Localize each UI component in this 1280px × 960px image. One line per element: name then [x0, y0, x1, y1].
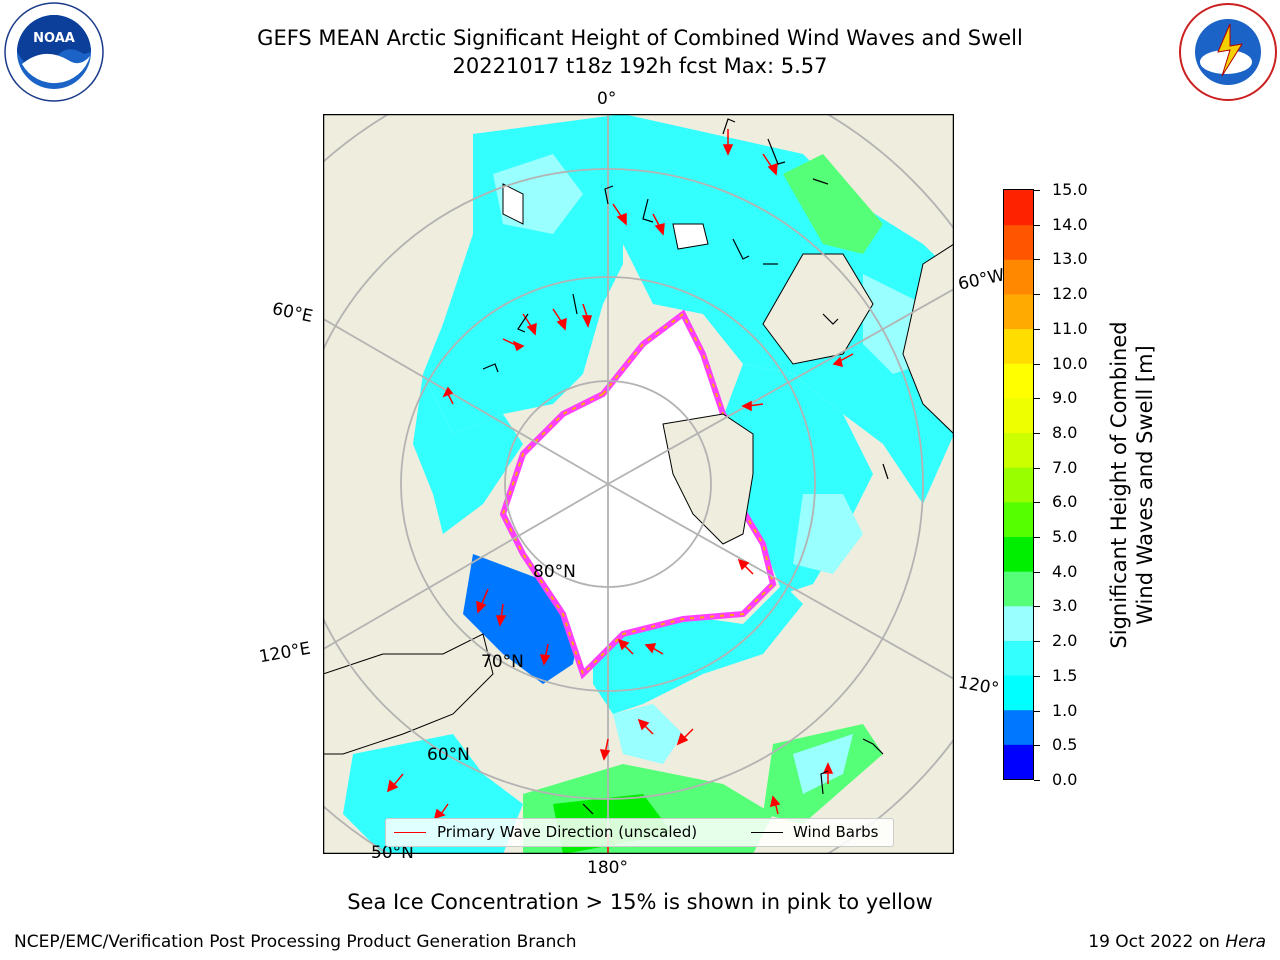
- colorbar-tick-mark: [1034, 745, 1040, 747]
- colorbar-tick-label: 13.0: [1052, 249, 1088, 269]
- legend-primary-wave: Primary Wave Direction (unscaled): [437, 823, 698, 841]
- colorbar-tick-label: 11.0: [1052, 318, 1088, 338]
- colorbar-tick-label: 5.0: [1052, 527, 1078, 547]
- lat-label-60n: 60°N: [427, 745, 470, 765]
- colorbar-segment: [1004, 293, 1033, 330]
- footer-date: 19 Oct 2022 on Hera: [1088, 932, 1266, 952]
- chart-title: GEFS MEAN Arctic Significant Height of C…: [0, 24, 1280, 80]
- lon-label-120w: 120°: [956, 672, 1001, 700]
- wave-direction-swatch: [394, 832, 426, 833]
- sea-ice-interior: [503, 314, 773, 674]
- lon-label-60w: 60°W: [956, 265, 1007, 295]
- footer-machine: Hera: [1225, 932, 1266, 952]
- colorbar: [1003, 189, 1034, 780]
- colorbar-tick-mark: [1034, 571, 1040, 573]
- lon-label-120e: 120°E: [257, 638, 313, 668]
- wind-barb-swatch: [751, 832, 783, 833]
- colorbar-segment: [1004, 224, 1033, 260]
- colorbar-tick-label: 15.0: [1052, 180, 1088, 199]
- colorbar-segment: [1004, 605, 1033, 641]
- colorbar-tick-label: 1.5: [1052, 665, 1078, 685]
- colorbar-tick-mark: [1034, 328, 1040, 330]
- legend-wind-barbs: Wind Barbs: [793, 823, 879, 841]
- colorbar-tick-label: 4.0: [1052, 561, 1078, 581]
- colorbar-tick-mark: [1034, 224, 1040, 226]
- colorbar-segment: [1004, 536, 1033, 572]
- colorbar-tick-label: 9.0: [1052, 388, 1078, 408]
- colorbar-title-line2: Wind Waves and Swell [m]: [1133, 345, 1157, 625]
- colorbar-tick-label: 8.0: [1052, 422, 1078, 442]
- greenland: [762, 253, 874, 365]
- colorbar-segment: [1004, 467, 1033, 503]
- colorbar-segment: [1004, 675, 1033, 711]
- colorbar-segment: [1004, 259, 1033, 295]
- arctic-map: [323, 114, 954, 854]
- nws-logo: [1178, 2, 1278, 102]
- lat-label-80n: 80°N: [533, 562, 576, 582]
- colorbar-segment: [1004, 190, 1033, 226]
- colorbar-tick-label: 3.0: [1052, 596, 1078, 616]
- colorbar-tick-mark: [1034, 363, 1040, 365]
- colorbar-segment: [1004, 709, 1033, 745]
- sea-ice-note: Sea Ice Concentration > 15% is shown in …: [347, 890, 933, 914]
- colorbar-tick-mark: [1034, 259, 1040, 261]
- svg-text:NOAA: NOAA: [33, 31, 75, 46]
- colorbar-tick-mark: [1034, 675, 1040, 677]
- lat-label-50n: 50°N: [371, 843, 414, 863]
- colorbar-segment: [1004, 571, 1033, 607]
- wind-barbs: [482, 118, 889, 815]
- colorbar-tick-mark: [1034, 432, 1040, 434]
- colorbar-tick-label: 7.0: [1052, 457, 1078, 477]
- map-legend: Primary Wave Direction (unscaled) Wind B…: [385, 818, 894, 847]
- greenland-islands: [662, 413, 754, 545]
- colorbar-tick-mark: [1034, 398, 1040, 400]
- colorbar-segment: [1004, 328, 1033, 364]
- beaufort-waves: [593, 584, 803, 714]
- lon-label-180: 180°: [587, 858, 628, 878]
- colorbar-segment: [1004, 363, 1033, 399]
- colorbar-tick-mark: [1034, 606, 1040, 608]
- colorbar-segment: [1004, 501, 1033, 537]
- colorbar-title-line1: Significant Height of Combined: [1107, 321, 1131, 649]
- title-line-1: GEFS MEAN Arctic Significant Height of C…: [257, 26, 1023, 50]
- title-line-2: 20221017 t18z 192h fcst Max: 5.57: [452, 54, 828, 78]
- colorbar-tick-mark: [1034, 467, 1040, 469]
- colorbar-tick-label: 12.0: [1052, 284, 1088, 304]
- colorbar-tick-label: 2.0: [1052, 631, 1078, 651]
- colorbar-segment: [1004, 432, 1033, 468]
- colorbar-tick-label: 10.0: [1052, 353, 1088, 373]
- colorbar-tick-mark: [1034, 190, 1040, 191]
- lon-label-0: 0°: [597, 89, 617, 109]
- colorbar-title: Significant Height of Combined Wind Wave…: [1106, 321, 1158, 648]
- colorbar-tick-mark: [1034, 502, 1040, 504]
- lat-label-70n: 70°N: [481, 652, 524, 672]
- footer-credit: NCEP/EMC/Verification Post Processing Pr…: [14, 932, 577, 952]
- footer-date-text: 19 Oct 2022 on: [1088, 932, 1226, 952]
- colorbar-tick-mark: [1034, 537, 1040, 539]
- noaa-logo: NOAA: [4, 2, 104, 102]
- colorbar-segment: [1004, 397, 1033, 434]
- colorbar-tick-label: 1.0: [1052, 700, 1078, 720]
- colorbar-segment: [1004, 744, 1033, 779]
- colorbar-tick-mark: [1034, 710, 1040, 712]
- colorbar-tick-mark: [1034, 294, 1040, 296]
- primary-wave-arrows: [386, 129, 854, 854]
- lon-label-60e: 60°E: [270, 298, 315, 328]
- colorbar-tick-mark: [1034, 641, 1040, 643]
- colorbar-tick-label: 14.0: [1052, 214, 1088, 234]
- colorbar-segment: [1004, 640, 1033, 676]
- graticule: [323, 114, 954, 854]
- colorbar-tick-label: 6.0: [1052, 492, 1078, 512]
- colorbar-tick-mark: [1034, 780, 1040, 781]
- colorbar-tick-label: 0.0: [1052, 770, 1078, 789]
- colorbar-tick-label: 0.5: [1052, 735, 1078, 755]
